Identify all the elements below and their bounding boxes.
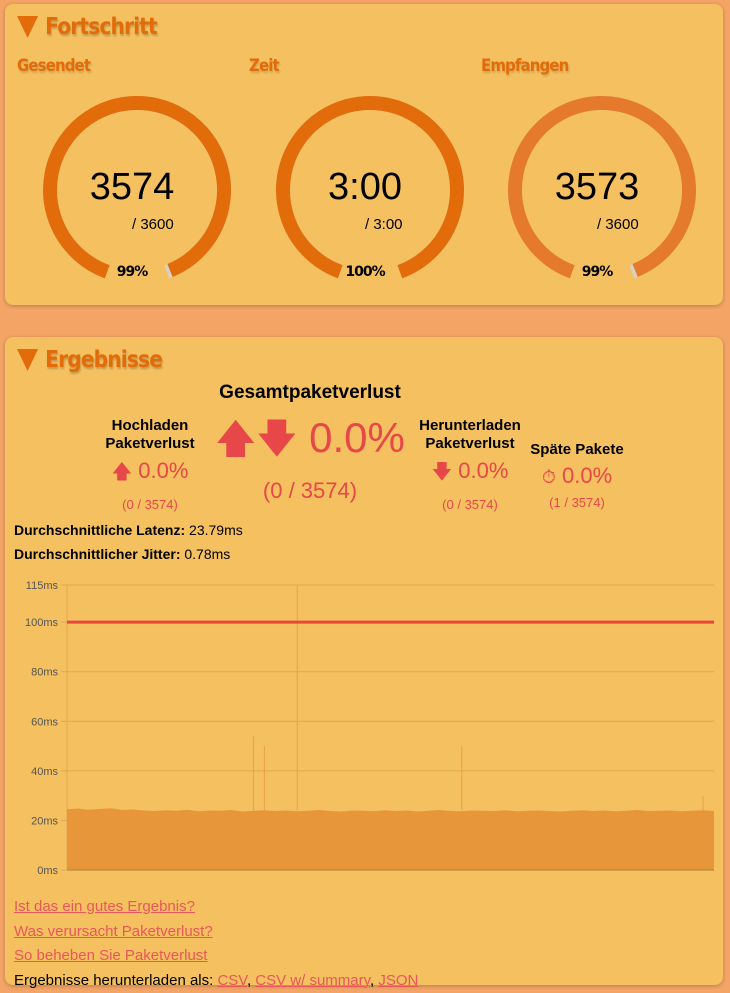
arrow-up-icon: 🡅 (111, 461, 133, 483)
download-csv-summary[interactable]: CSV w/ summary (255, 971, 371, 989)
total-count: (0 / 3574) (262, 478, 358, 503)
gauge-label-sent: Gesendet (17, 56, 91, 76)
upload-count: (0 / 3574) (122, 497, 178, 512)
progress-toggle[interactable]: Fortschritt (17, 14, 158, 40)
progress-panel: Fortschritt Gesendet Zeit Empfangen 3574… (5, 4, 723, 305)
gauge-max: / 3600 (132, 216, 174, 233)
gauge-fill (43, 96, 231, 279)
gauge-ring (276, 96, 464, 279)
results-title: Ergebnisse (45, 347, 163, 373)
download-heading: Herunterladen (419, 417, 521, 434)
caret-down-icon (17, 349, 39, 371)
upload-heading-2: Paketverlust (105, 435, 195, 452)
y-tick-label: 80ms (31, 667, 58, 679)
y-tick-label: 100ms (25, 617, 59, 629)
upload-value: 0.0% (138, 458, 189, 483)
gauge-percent: 100% (345, 264, 385, 280)
gauge-max: / 3600 (597, 216, 639, 233)
download-value: 0.0% (458, 458, 509, 483)
y-tick-label: 0ms (37, 865, 58, 875)
results-panel: Ergebnisse Hochladen Paketverlust 🡅 0.0%… (5, 337, 723, 989)
results-toggle[interactable]: Ergebnisse (17, 347, 163, 373)
latency-value: 23.79ms (189, 522, 243, 538)
gauge-ring (43, 96, 231, 279)
gauge-fill (276, 96, 464, 279)
total-heading: Gesamtpaketverlust (219, 382, 401, 403)
gauge-label-received: Empfangen (481, 56, 569, 76)
late-count: (1 / 3574) (549, 495, 605, 510)
stopwatch-icon: ⏱ (541, 467, 556, 487)
y-tick-label: 60ms (31, 716, 58, 728)
download-loss: Herunterladen Paketverlust 🡇 0.0% (0 / 3… (410, 417, 530, 512)
link-causes[interactable]: Was verursacht Paketverlust? (14, 922, 213, 940)
help-links: Ist das ein gutes Ergebnis? Was verursac… (14, 898, 419, 989)
gauge-received: 3573 / 3600 99% (497, 88, 697, 288)
avg-latency: Durchschnittliche Latenz: 23.79ms (14, 522, 243, 538)
gauge-time: 3:00 / 3:00 100% (265, 88, 465, 288)
arrow-up-icon: 🡅 (215, 417, 257, 461)
avg-jitter: Durchschnittlicher Jitter: 0.78ms (14, 546, 230, 562)
gauge-percent: 99% (581, 264, 614, 280)
y-tick-label: 115ms (26, 580, 59, 592)
latency-area (67, 808, 714, 870)
late-packets: Späte Pakete ⏱ 0.0% (1 / 3574) (522, 441, 632, 510)
link-good-result[interactable]: Ist das ein gutes Ergebnis? (14, 898, 195, 915)
latency-chart: 0ms 20ms 40ms 60ms 80ms 100ms 115ms (25, 580, 714, 875)
y-tick-label: 40ms (31, 766, 58, 778)
gauge-label-time: Zeit (249, 56, 280, 76)
jitter-value: 0.78ms (184, 546, 231, 562)
upload-loss: Hochladen Paketverlust 🡅 0.0% (0 / 3574) (95, 417, 205, 512)
download-json[interactable]: JSON (378, 971, 419, 989)
gauge-value: 3573 (554, 166, 640, 208)
download-heading-2: Paketverlust (425, 435, 515, 452)
link-fix[interactable]: So beheben Sie Paketverlust (14, 947, 208, 964)
arrow-down-icon: 🡇 (256, 417, 298, 461)
gauge-value: 3:00 (328, 166, 402, 208)
gauge-sent: 3574 / 3600 99% (32, 88, 232, 288)
arrow-down-icon: 🡇 (431, 461, 453, 483)
caret-down-icon (17, 16, 39, 38)
upload-heading: Hochladen (111, 417, 189, 434)
total-loss: Gesamtpaketverlust 🡅🡇 0.0% (0 / 3574) (200, 382, 420, 504)
gauge-value: 3574 (89, 166, 175, 208)
download-prefix: Ergebnisse herunterladen als: (14, 971, 214, 989)
late-value: 0.0% (562, 463, 613, 488)
total-value: 0.0% (309, 414, 405, 461)
latency-label: Durchschnittliche Latenz: (14, 522, 186, 538)
y-tick-label: 20ms (31, 815, 58, 827)
gauge-fill (508, 96, 696, 279)
jitter-label: Durchschnittlicher Jitter: (14, 546, 181, 562)
gauge-ring (508, 96, 696, 279)
download-csv[interactable]: CSV (217, 971, 247, 989)
progress-title: Fortschritt (45, 14, 158, 40)
late-heading: Späte Pakete (530, 441, 624, 458)
download-count: (0 / 3574) (442, 497, 498, 512)
gauge-max: / 3:00 (365, 216, 403, 233)
gauge-percent: 99% (116, 264, 149, 280)
